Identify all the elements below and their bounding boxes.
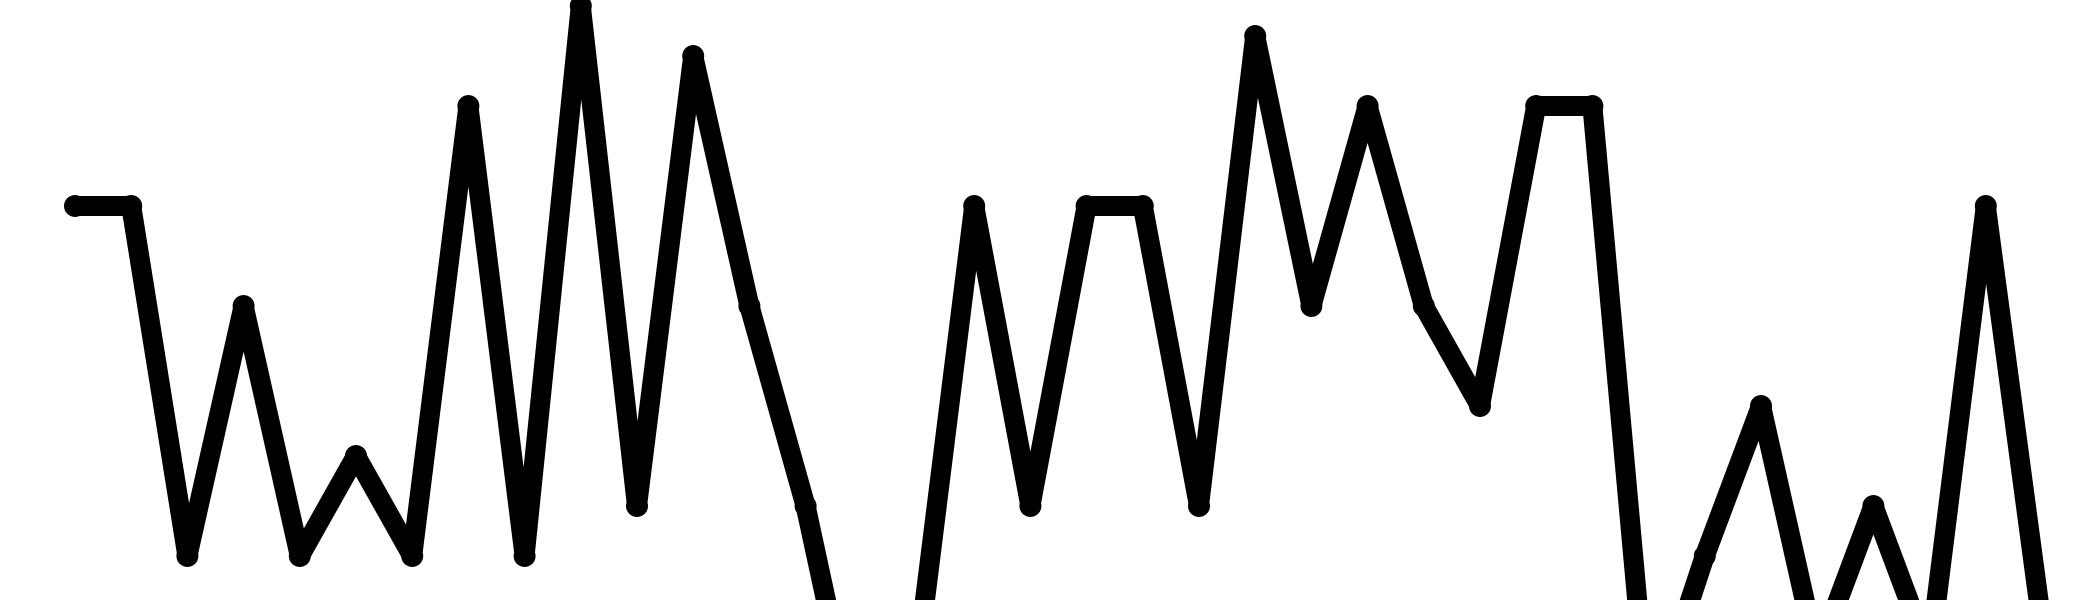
data-point [569, 0, 592, 17]
data-point [457, 95, 480, 117]
data-point [1469, 395, 1491, 417]
data-point [120, 195, 143, 217]
data-point [1750, 395, 1772, 417]
data-point [1412, 295, 1435, 317]
data-point [232, 295, 255, 317]
data-point [1525, 95, 1548, 117]
data-point [1019, 495, 1042, 517]
data-point [64, 195, 86, 217]
data-point [1300, 295, 1323, 317]
data-point [345, 445, 367, 467]
data-point [513, 545, 536, 567]
data-point [1244, 25, 1267, 47]
data-point [1974, 195, 1997, 217]
data-point [794, 495, 817, 517]
data-point [682, 45, 705, 67]
data-point [963, 195, 986, 217]
data-point [1075, 195, 1098, 217]
series-line-0 [65, 0, 2049, 600]
data-point [1188, 495, 1210, 517]
data-point [1356, 95, 1379, 117]
data-point [1131, 195, 1154, 217]
data-point [401, 545, 424, 567]
line-series [64, 0, 2049, 600]
data-point [1862, 495, 1885, 517]
data-point [738, 295, 761, 317]
data-point [1693, 545, 1716, 567]
data-point [626, 495, 648, 517]
data-point [176, 545, 199, 567]
data-point [288, 545, 311, 567]
data-point [1581, 95, 1604, 117]
